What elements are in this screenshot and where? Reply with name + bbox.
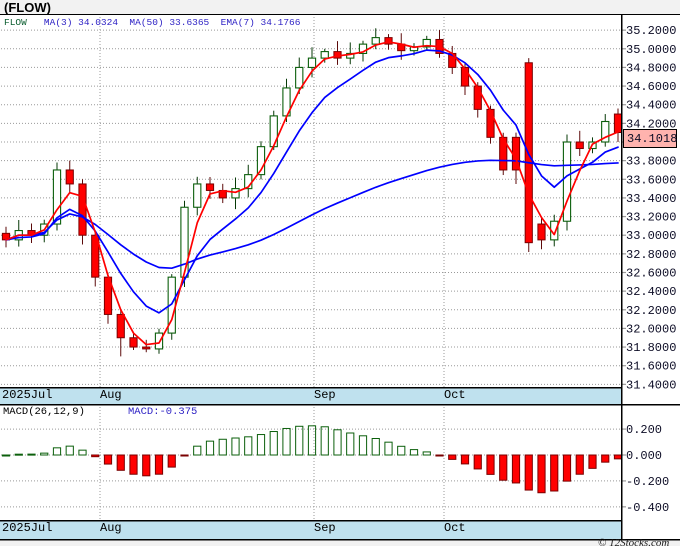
svg-text:33.4000: 33.4000 bbox=[626, 192, 676, 206]
svg-text:33.2000: 33.2000 bbox=[626, 211, 676, 225]
svg-text:0.200: 0.200 bbox=[626, 423, 662, 437]
svg-text:31.6000: 31.6000 bbox=[626, 360, 676, 374]
svg-text:32.0000: 32.0000 bbox=[626, 322, 676, 336]
svg-text:32.4000: 32.4000 bbox=[626, 285, 676, 299]
svg-text:34.8000: 34.8000 bbox=[626, 61, 676, 75]
svg-text:34.6000: 34.6000 bbox=[626, 80, 676, 94]
svg-text:0.000: 0.000 bbox=[626, 449, 662, 463]
svg-text:31.8000: 31.8000 bbox=[626, 341, 676, 355]
svg-text:32.2000: 32.2000 bbox=[626, 304, 676, 318]
svg-text:31.4000: 31.4000 bbox=[626, 378, 676, 392]
svg-text:-0.400: -0.400 bbox=[626, 501, 669, 515]
svg-text:33.6000: 33.6000 bbox=[626, 173, 676, 187]
svg-text:-0.200: -0.200 bbox=[626, 475, 669, 489]
svg-text:32.8000: 32.8000 bbox=[626, 248, 676, 262]
svg-text:32.6000: 32.6000 bbox=[626, 267, 676, 281]
svg-text:35.2000: 35.2000 bbox=[626, 24, 676, 38]
svg-text:34.4000: 34.4000 bbox=[626, 99, 676, 113]
svg-text:35.0000: 35.0000 bbox=[626, 43, 676, 57]
svg-text:33.8000: 33.8000 bbox=[626, 155, 676, 169]
svg-text:33.0000: 33.0000 bbox=[626, 229, 676, 243]
